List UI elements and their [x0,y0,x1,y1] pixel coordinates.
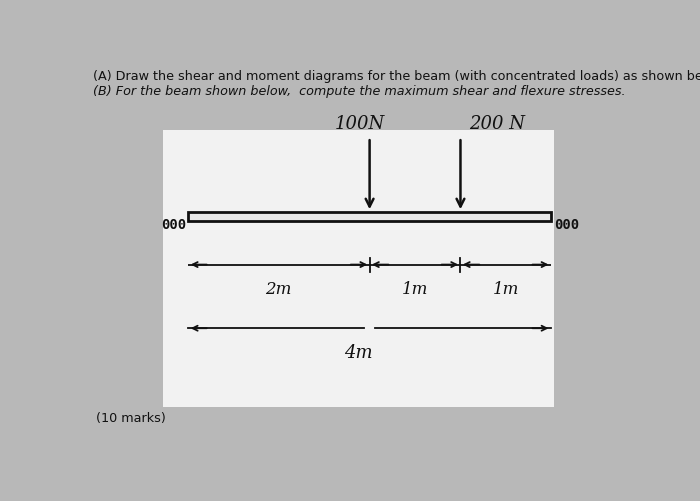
Text: 1m: 1m [402,281,428,298]
Text: (A) Draw the shear and moment diagrams for the beam (with concentrated loads) as: (A) Draw the shear and moment diagrams f… [93,70,700,83]
FancyBboxPatch shape [163,130,554,407]
Text: 4m: 4m [344,344,373,362]
Text: 000: 000 [554,218,579,232]
Text: (10 marks): (10 marks) [96,412,165,425]
Text: 200 N: 200 N [468,115,524,133]
Text: 100N: 100N [335,115,384,133]
Text: (B) For the beam shown below,  compute the maximum shear and flexure stresses.: (B) For the beam shown below, compute th… [93,85,625,98]
FancyBboxPatch shape [188,212,552,220]
Text: 1m: 1m [493,281,519,298]
Text: 000: 000 [161,218,186,232]
Text: 2m: 2m [265,281,292,298]
